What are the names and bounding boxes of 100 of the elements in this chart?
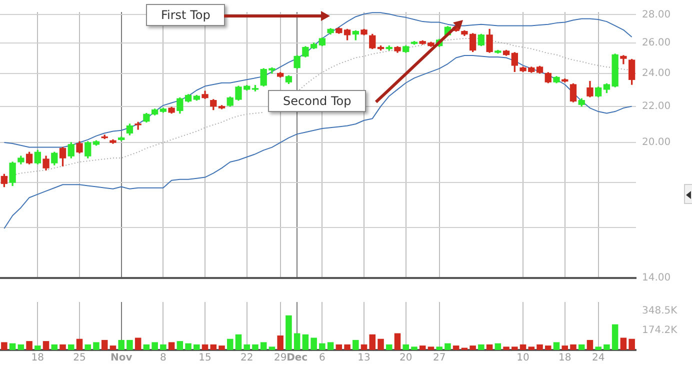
bar: [168, 342, 175, 350]
x-tick-label: 15: [198, 352, 212, 364]
bar: [352, 340, 359, 350]
bar: [544, 346, 552, 350]
y-tick-label: 174.2K: [642, 325, 678, 336]
bar: [436, 346, 442, 350]
bar: [84, 344, 92, 350]
x-tick-label: 20: [400, 352, 412, 364]
bar: [503, 346, 510, 350]
x-tick-label: 10: [516, 352, 530, 364]
x-tick-label: 27: [432, 352, 446, 364]
y-tick-label: 14.00: [642, 272, 671, 284]
bar: [419, 346, 426, 350]
bar: [336, 344, 342, 350]
bar: [494, 343, 502, 350]
bar: [294, 333, 300, 350]
bar: [604, 344, 610, 350]
bar: [218, 346, 225, 350]
bar: [268, 346, 276, 350]
bar: [402, 344, 410, 350]
bar: [536, 344, 543, 350]
bar: [101, 340, 108, 350]
bar: [386, 344, 392, 350]
bar: [26, 341, 32, 350]
x-tick-label: 13: [358, 352, 370, 364]
bar: [126, 340, 133, 350]
bar: [210, 344, 217, 350]
bar: [9, 343, 16, 350]
bar: [302, 334, 309, 350]
x-tick-label: 29: [274, 352, 287, 364]
bar: [51, 344, 58, 350]
bar: [586, 340, 594, 350]
bar: [578, 344, 585, 350]
bar: [252, 344, 258, 350]
candlestick: [134, 122, 142, 130]
bar: [143, 344, 150, 350]
bar: [470, 346, 476, 350]
x-tick-label: 18: [31, 352, 44, 364]
bar: [1, 342, 8, 350]
y-tick-label: 26.00: [642, 37, 671, 48]
annotation: Second Top: [268, 90, 366, 112]
bar: [152, 342, 158, 350]
bar: [134, 338, 142, 350]
bar: [369, 334, 376, 350]
x-tick-label: 24: [592, 352, 605, 364]
bar: [478, 344, 484, 350]
bar: [628, 338, 635, 350]
x-tick-label: 18: [558, 352, 572, 364]
bar: [60, 344, 66, 350]
bar: [344, 344, 350, 350]
bar: [277, 335, 284, 350]
bar: [235, 334, 242, 350]
bar: [68, 344, 74, 350]
bar: [110, 346, 116, 350]
bar: [360, 344, 368, 350]
bar: [486, 344, 493, 350]
bar: [18, 344, 24, 350]
bar: [378, 338, 384, 350]
x-tick-label: Dec: [286, 352, 308, 364]
bar: [512, 346, 518, 350]
bar: [93, 342, 100, 350]
bar: [226, 338, 234, 350]
bar: [520, 344, 526, 350]
bar: [160, 344, 166, 350]
bar: [310, 338, 317, 350]
bar: [194, 344, 200, 350]
y-tick-label: 24.00: [642, 68, 671, 79]
bar: [244, 344, 250, 350]
bar: [327, 342, 334, 350]
bar: [176, 341, 184, 350]
bar: [185, 343, 192, 350]
x-tick-label: 8: [160, 352, 166, 364]
x-tick-label: 25: [73, 352, 86, 364]
x-tick-label: Nov: [110, 352, 133, 364]
bar: [260, 342, 267, 350]
bar: [595, 346, 602, 350]
bar: [570, 344, 576, 350]
y-tick-label: 28.00: [642, 9, 671, 20]
bar: [612, 324, 618, 350]
bar: [34, 346, 41, 350]
x-tick-label: 6: [318, 352, 326, 364]
x-tick-label: 22: [240, 352, 254, 364]
bar: [202, 344, 208, 350]
bar: [444, 343, 451, 350]
bar: [553, 342, 560, 350]
bar: [562, 346, 568, 350]
bar: [620, 338, 627, 350]
bar: [286, 315, 292, 350]
bar: [319, 343, 326, 350]
y-tick-label: 22.00: [642, 100, 671, 112]
bar: [528, 346, 535, 350]
bar: [76, 338, 83, 350]
bar: [42, 341, 50, 350]
y-tick-label: 348.5K: [642, 306, 678, 317]
bar: [428, 346, 434, 350]
y-tick-label: 20.00: [642, 137, 671, 148]
bar: [118, 340, 124, 350]
bar: [452, 346, 460, 350]
bar: [411, 346, 418, 350]
bar: [394, 333, 401, 350]
